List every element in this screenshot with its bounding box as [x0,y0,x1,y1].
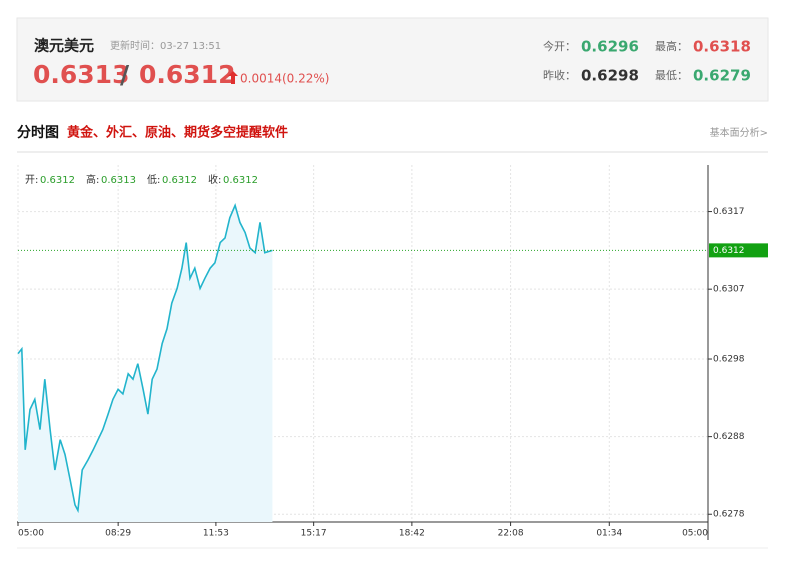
stat-label: 最低： [655,69,688,82]
y-tick-label: 0.6307 [713,285,745,295]
price-separator: / [120,60,130,89]
x-tick-label: 22:08 [498,529,524,539]
stat-value: 0.6279 [693,67,751,85]
x-tick-label: 05:00 [18,529,44,539]
last-price-label: 0.6312 [713,246,745,256]
update-time: 更新时间：03-27 13:51 [110,39,221,52]
section-title: 分时图 [17,124,59,141]
area [18,205,273,522]
x-tick-label: 11:53 [203,529,229,539]
ohlc-value: 0.6312 [162,175,197,186]
ohlc-value: 0.6313 [101,175,136,186]
ohlc-label: 高: [86,173,99,186]
price-bid: 0.6313 [33,60,129,89]
x-tick-label: 05:00 [682,529,708,539]
ohlc-label: 开: [25,175,38,186]
quote-box [16,17,769,102]
promo-link[interactable]: 黄金、外汇、原油、期货多空提醒软件 [67,125,288,141]
up-arrow [228,71,238,84]
ohlc-value: 0.6312 [223,175,258,186]
ohlc-label: 收: [208,173,221,186]
stat-value: 0.6318 [693,38,751,56]
stat-label: 昨收： [543,68,576,82]
ohlc-label: 低: [147,173,160,186]
ohlc-value: 0.6312 [40,175,75,186]
x-tick-label: 15:17 [301,529,327,539]
symbol-title: 澳元美元 [34,37,94,55]
stat-value: 0.6296 [581,38,639,56]
price-ask: 0.6312 [139,60,235,89]
y-tick-label: 0.6288 [713,432,745,442]
x-tick-label: 08:29 [105,529,131,539]
stat-label: 今开： [543,39,576,53]
y-tick-label: 0.6298 [713,355,745,365]
y-tick-label: 0.6278 [713,510,745,520]
last-price-tag [709,243,768,258]
price-line [17,203,273,514]
price-change: 0.0014(0.22%) [240,72,329,86]
x-tick-label: 18:42 [399,529,425,539]
stat-value: 0.6298 [581,67,639,85]
y-tick-label: 0.6317 [713,207,745,217]
x-tick-label: 01:34 [596,529,622,539]
stat-label: 最高： [655,39,688,53]
fundamental-link[interactable]: 基本面分析> [710,126,768,139]
